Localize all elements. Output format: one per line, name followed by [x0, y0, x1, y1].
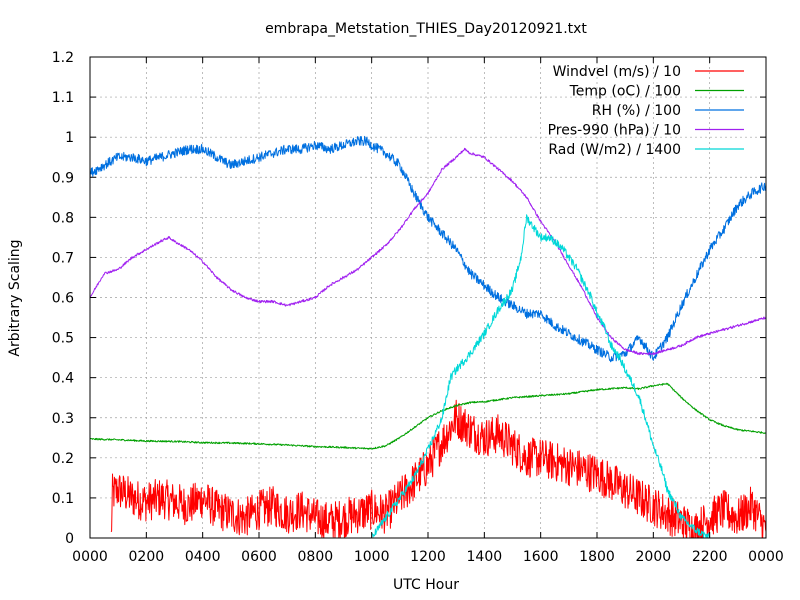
legend-label-1: Windvel (m/s) / 10 — [553, 64, 681, 80]
axis-ticks: 0 0.1 0.2 0.3 0.4 0.5 0.6 0.7 0.8 0.9 1 1.1 1.2 0000 0… — [52, 50, 784, 565]
x-tick-label: 0400 — [185, 549, 221, 565]
legend-label-2: Temp (oC) / 100 — [569, 84, 681, 100]
y-tick-label: 1.1 — [52, 90, 74, 106]
series-line-2 — [89, 382, 767, 450]
y-tick-label: 0.4 — [52, 371, 74, 387]
y-tick-label: 1.2 — [52, 50, 74, 66]
x-tick-label: 2000 — [636, 549, 672, 565]
series-line-4 — [89, 147, 767, 356]
x-tick-label: 0600 — [241, 549, 277, 565]
x-tick-label: 0800 — [298, 549, 334, 565]
x-tick-label: 1000 — [354, 549, 390, 565]
y-tick-label: 0 — [65, 531, 74, 547]
x-tick-label: 1400 — [467, 549, 503, 565]
legend-label-3: RH (%) / 100 — [592, 103, 681, 119]
legend: Windvel (m/s) / 10 Temp (oC) / 100 RH (%) … — [548, 64, 744, 158]
x-tick-label: 0200 — [129, 549, 165, 565]
y-axis-label: Arbitrary Scaling — [7, 239, 23, 356]
x-tick-label: 2200 — [692, 549, 728, 565]
x-tick-label: 1200 — [410, 549, 446, 565]
grid — [90, 57, 766, 538]
chart-title: embrapa_Metstation_THIES_Day20120921.txt — [265, 21, 587, 37]
series-line-1 — [110, 399, 767, 539]
legend-label-5: Rad (W/m2) / 1400 — [548, 142, 681, 158]
series-group — [89, 135, 767, 539]
x-tick-label: 0000 — [72, 549, 108, 565]
y-tick-label: 1 — [65, 130, 74, 146]
y-tick-label: 0.3 — [52, 411, 74, 427]
y-tick-label: 0.8 — [52, 210, 74, 226]
y-tick-label: 0.9 — [52, 170, 74, 186]
y-tick-label: 0.6 — [52, 291, 74, 307]
y-tick-label: 0.7 — [52, 250, 74, 266]
x-axis-label: UTC Hour — [393, 577, 459, 593]
x-tick-label: 0000 — [748, 549, 784, 565]
legend-label-4: Pres-990 (hPa) / 10 — [548, 123, 681, 139]
series-line-5 — [371, 214, 711, 539]
y-tick-label: 0.5 — [52, 331, 74, 347]
series-line-3 — [89, 135, 767, 363]
y-tick-label: 0.1 — [52, 491, 74, 507]
x-tick-label: 1600 — [523, 549, 559, 565]
y-tick-label: 0.2 — [52, 451, 74, 467]
x-tick-label: 1800 — [579, 549, 615, 565]
